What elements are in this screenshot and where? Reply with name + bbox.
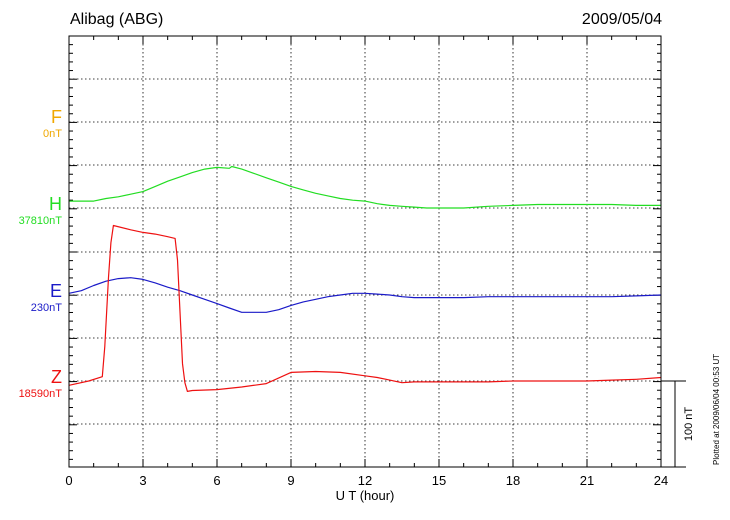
x-tick-label: 12	[358, 473, 372, 488]
series-line-h	[69, 165, 661, 209]
x-tick-label: 21	[580, 473, 594, 488]
component-letter: E	[49, 281, 62, 301]
component-letter: F	[51, 107, 62, 127]
scale-bar-label: 100 nT	[683, 407, 695, 442]
x-tick-label: 18	[506, 473, 520, 488]
plot-frame	[68, 35, 662, 468]
component-baseline: 230nT	[30, 302, 62, 314]
x-tick-label: 0	[65, 473, 72, 488]
x-axis-label: U T (hour)	[336, 488, 395, 503]
component-letter: H	[49, 194, 62, 214]
component-baseline: 37810nT	[18, 215, 62, 227]
component-label-e: E 230nT	[2, 282, 62, 314]
x-tick-label: 24	[654, 473, 668, 488]
component-baseline: 18590nT	[18, 388, 62, 400]
component-label-h: H 37810nT	[2, 195, 62, 227]
component-baseline: 0nT	[43, 128, 62, 140]
component-label-f: F 0nT	[2, 108, 62, 140]
axis-ticks: 0 3 6 9 12 15 18 21 24	[65, 36, 668, 488]
series-line-z	[68, 224, 662, 392]
x-tick-label: 3	[139, 473, 146, 488]
plotted-timestamp: Plotted at 2009/06/04 00:53 UT	[712, 353, 721, 465]
series-line-e	[68, 277, 662, 313]
x-tick-label: 15	[432, 473, 446, 488]
x-tick-label: 6	[213, 473, 220, 488]
chart-date: 2009/05/04	[581, 11, 662, 28]
component-letter: Z	[51, 367, 62, 387]
chart-title: Alibag (ABG)	[70, 11, 164, 28]
scale-bar: 100 nT	[661, 380, 695, 468]
grid-lines	[69, 36, 661, 467]
component-label-z: Z 18590nT	[2, 368, 62, 400]
x-tick-label: 9	[287, 473, 294, 488]
series-lines	[68, 165, 662, 392]
